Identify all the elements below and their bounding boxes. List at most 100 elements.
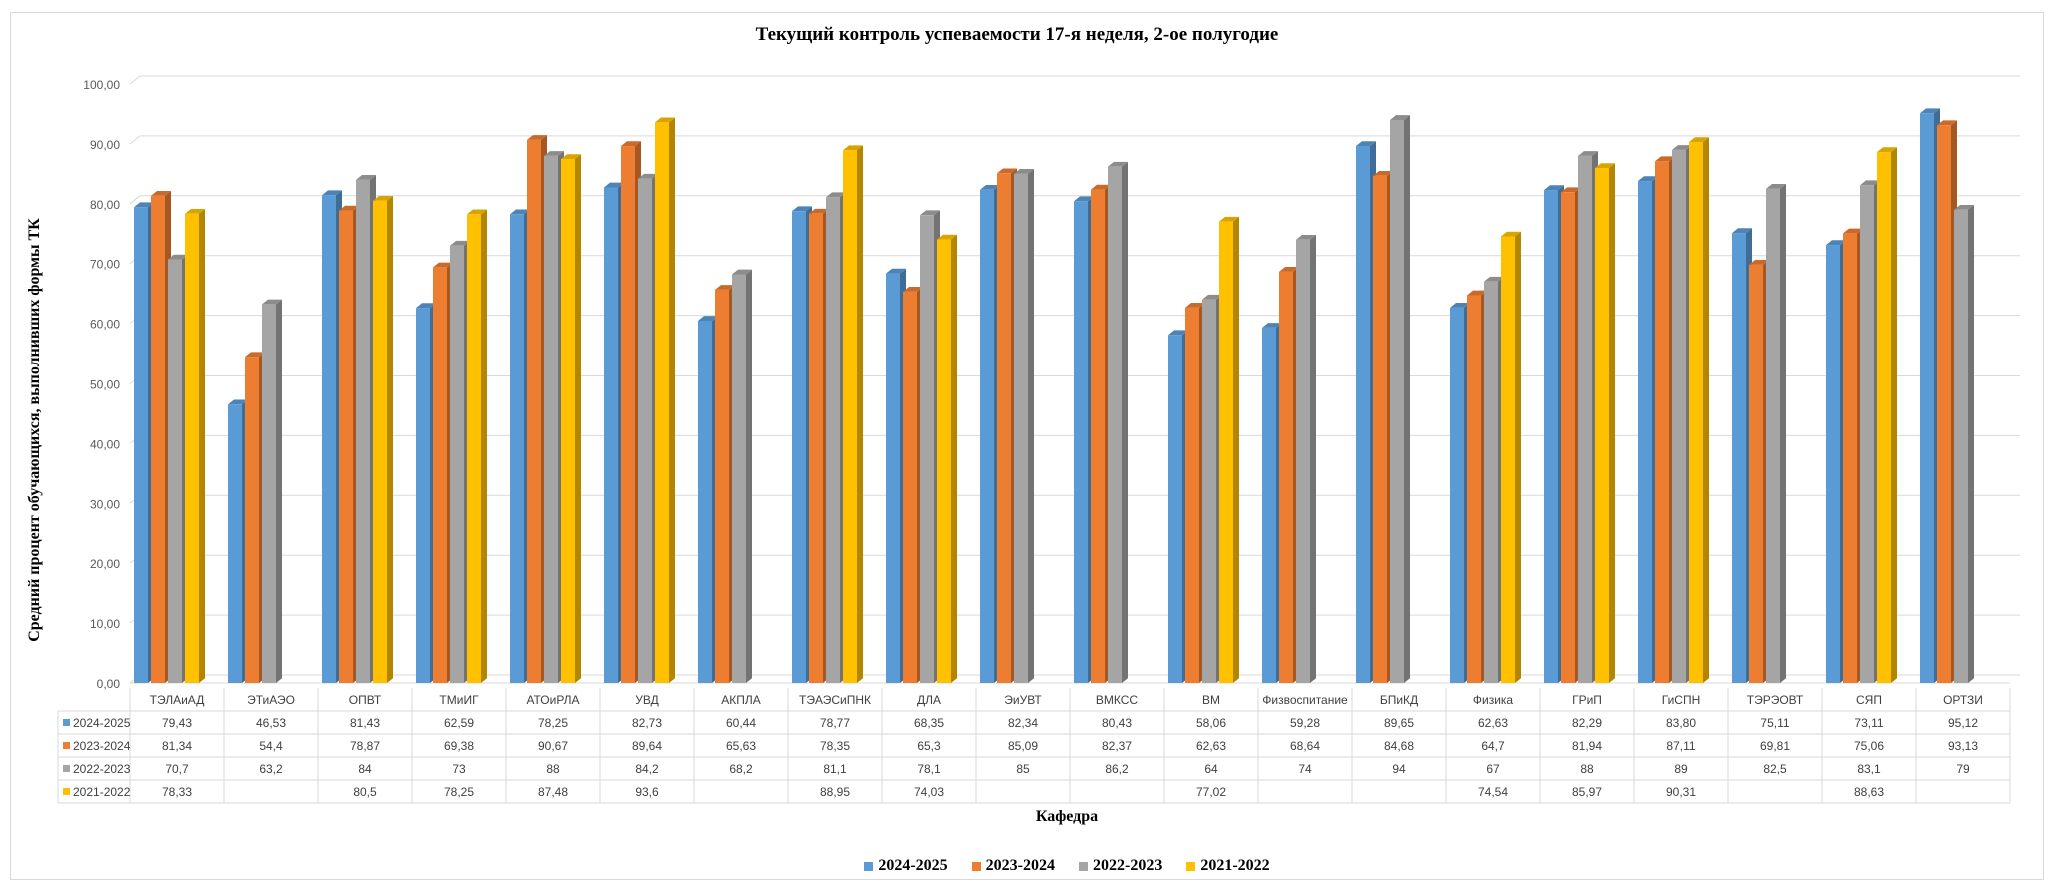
- category-label: АТОиРЛА: [526, 693, 579, 707]
- legend-label: 2024-2025: [878, 857, 948, 874]
- bar-top: [1595, 163, 1615, 169]
- bar-top: [134, 202, 154, 208]
- bar-front: [1168, 335, 1182, 683]
- data-value-label: 58,06: [1196, 716, 1226, 730]
- category-label: ГиСПН: [1662, 693, 1700, 707]
- bar-side: [951, 234, 957, 683]
- category-label: ОРТЗИ: [1943, 693, 1983, 707]
- bar-top: [262, 299, 282, 305]
- y-tick-label: 0,00: [97, 677, 121, 691]
- data-value-label: 89: [1674, 762, 1688, 776]
- y-axis-ticks: 0,00 10,00 20,00 30,00 40,00 50,00 60,00 70,00 8…: [83, 78, 120, 691]
- category-label: ВМКСС: [1096, 693, 1139, 707]
- bar-top: [698, 316, 718, 321]
- legend-label: 2022-2023: [1093, 857, 1163, 874]
- data-value-label: 59,28: [1290, 716, 1320, 730]
- bar: [1501, 231, 1521, 684]
- legend-label: 2023-2024: [985, 857, 1055, 874]
- data-value-label: 88: [1580, 762, 1594, 776]
- bar-front: [262, 304, 276, 683]
- data-value-label: 75,06: [1854, 739, 1884, 753]
- chart-title: Текущий контроль успеваемости 17-я недел…: [755, 24, 1279, 45]
- table-series-name: 2023-2024: [73, 739, 131, 753]
- bar: [1390, 115, 1410, 683]
- bar-top: [245, 352, 265, 358]
- bar-side: [387, 196, 393, 683]
- bar: [373, 196, 393, 683]
- data-value-label: 78,35: [820, 739, 850, 753]
- bar-front: [604, 187, 618, 683]
- bar-front: [1219, 221, 1233, 683]
- bar-front: [1501, 236, 1515, 683]
- bar-side: [1028, 169, 1034, 684]
- data-value-label: 82,5: [1763, 762, 1787, 776]
- bar-front: [1202, 299, 1216, 683]
- bar-top: [1749, 260, 1769, 265]
- table-series-name: 2024-2025: [73, 716, 131, 730]
- bar-front: [1262, 327, 1276, 683]
- bar-top: [621, 141, 641, 147]
- legend-item: 2021-2022: [1186, 857, 1270, 875]
- bar-top: [1356, 141, 1376, 146]
- bar-front: [1390, 119, 1404, 683]
- bar-front: [903, 291, 917, 683]
- bar-side: [857, 145, 863, 683]
- bar-top: [1074, 196, 1094, 202]
- data-value-label: 81,43: [350, 716, 380, 730]
- bar-top: [450, 240, 470, 246]
- bar-front: [510, 214, 524, 683]
- category-label: ЭиУВТ: [1004, 693, 1042, 707]
- data-value-label: 73,11: [1854, 716, 1883, 730]
- bar-top: [416, 303, 436, 309]
- data-value-label: 85: [1016, 762, 1030, 776]
- bar-front: [1014, 173, 1028, 683]
- bar-top: [655, 117, 675, 123]
- bar-top: [1877, 147, 1897, 153]
- data-value-label: 90,67: [538, 739, 568, 753]
- data-value-label: 87,48: [538, 785, 568, 799]
- bar-top: [1467, 290, 1487, 296]
- category-label: УВД: [635, 693, 659, 707]
- legend-swatch: [1079, 861, 1088, 871]
- bar-top: [980, 184, 1000, 190]
- data-value-label: 68,64: [1290, 739, 1320, 753]
- bar-front: [1826, 245, 1840, 683]
- data-value-label: 87,11: [1666, 739, 1695, 753]
- bar-front: [698, 320, 712, 683]
- bar-top: [937, 234, 957, 240]
- bar-front: [1356, 145, 1370, 683]
- bar-side: [1891, 147, 1897, 684]
- legend-item: 2022-2023: [1079, 857, 1162, 875]
- bar-front: [1185, 307, 1199, 683]
- bar-front: [1732, 233, 1746, 683]
- bar-top: [1638, 176, 1658, 182]
- bar-top: [792, 206, 812, 212]
- bar-front: [185, 213, 199, 684]
- y-tick-label: 90,00: [90, 138, 120, 152]
- category-label: ГРиП: [1572, 693, 1602, 707]
- bar-top: [151, 190, 171, 196]
- bar: [732, 269, 752, 683]
- bar: [561, 154, 581, 683]
- data-value-label: 88,95: [820, 785, 850, 799]
- data-value-label: 78,25: [538, 716, 568, 730]
- data-value-label: 65,3: [917, 739, 941, 753]
- bar-front: [1920, 113, 1934, 683]
- category-label: ЭТиАЭО: [247, 693, 295, 707]
- bar-front: [621, 146, 635, 683]
- data-value-label: 74,03: [914, 785, 944, 799]
- bar-top: [228, 399, 248, 405]
- data-value-label: 93,6: [635, 785, 659, 799]
- bar-top: [1689, 137, 1709, 143]
- data-value-label: 75,11: [1760, 716, 1789, 730]
- category-label: АКПЛА: [721, 693, 761, 707]
- bar-side: [1703, 137, 1709, 683]
- category-label: ТЭАЭСиПНК: [799, 693, 871, 707]
- bar-top: [356, 175, 376, 180]
- table-legend-swatch: [63, 719, 70, 726]
- bar-top: [1766, 184, 1786, 189]
- bar-top: [1450, 303, 1470, 308]
- bar-top: [1843, 228, 1863, 234]
- bar-top: [1672, 145, 1692, 150]
- data-value-label: 79,43: [162, 716, 192, 730]
